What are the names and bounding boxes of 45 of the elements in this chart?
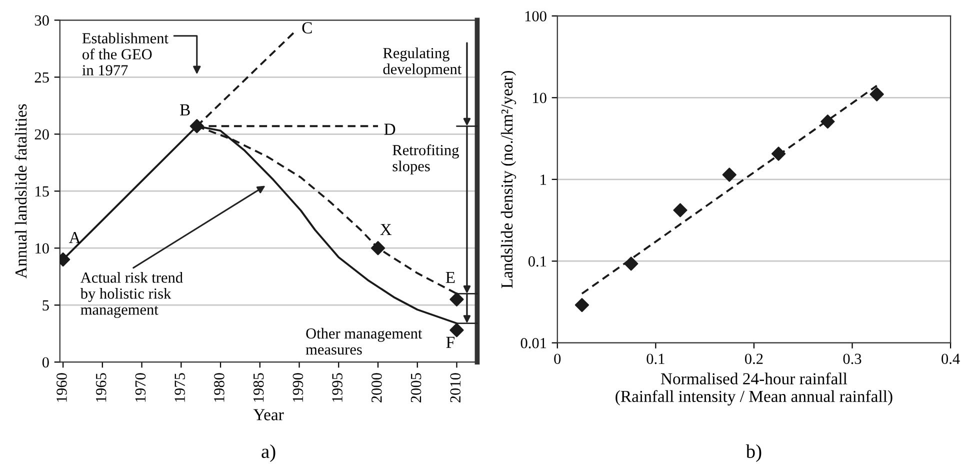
text: a)	[262, 444, 276, 462]
y-axis-title: Annual landslide fatalities	[14, 104, 27, 278]
x-tick-label: 1965	[96, 373, 106, 402]
x-tick-label: 1960	[56, 373, 67, 402]
x-tick-label: 1995	[332, 373, 342, 402]
y-tick-label: 25	[34, 72, 49, 83]
text: b)	[746, 444, 762, 462]
x-tick-label: 0.4	[942, 354, 960, 364]
y-tick-label: 100	[525, 11, 546, 22]
x-tick-label: 2010	[450, 373, 461, 402]
y-tick-label: 5	[42, 300, 49, 311]
annotation: B	[180, 104, 190, 116]
annotation: C	[302, 22, 312, 34]
x-tick-label: 1990	[292, 373, 304, 402]
annotation: D	[384, 124, 396, 135]
x-tick-label: 2005	[410, 373, 422, 402]
y-tick-label: 10	[533, 92, 546, 104]
x-tick-label: 1975	[174, 373, 185, 402]
annotation: Other management measures	[306, 328, 422, 355]
x-tick-label: 1980	[214, 373, 224, 402]
annotation: Establishment of the GEO in 1977	[82, 32, 168, 76]
y-tick-label: 0.01	[520, 338, 546, 348]
x-tick-label: 1985	[253, 373, 264, 402]
annotation: Regulating development	[383, 48, 462, 78]
annotation: Actual risk trend by holistic risk management	[80, 272, 183, 318]
x-tick-label: 1970	[135, 373, 146, 402]
x-axis-title: Year	[253, 409, 284, 420]
y-tick-label: 10	[36, 243, 49, 254]
annotation: Retrofiting slopes	[392, 144, 459, 174]
x-tick-label: 2000	[372, 373, 382, 402]
x-tick-label: 0.3	[843, 354, 862, 364]
x-tick-label: 0.1	[646, 354, 664, 364]
x-tick-label: 0.2	[744, 354, 763, 364]
x-axis-title: Normalised 24-hour rainfall (Rainfall intensity / Mean annual rainfall)	[616, 372, 892, 406]
y-tick-label: 0.1	[528, 256, 546, 267]
annotation: F	[446, 336, 454, 348]
annotation: X	[380, 224, 392, 236]
y-tick-label: 15	[36, 186, 49, 197]
annotation: E	[446, 272, 455, 283]
y-tick-label: 1	[540, 174, 546, 185]
y-axis-title: Landslide density (no./km²/year)	[500, 70, 516, 288]
y-tick-label: 30	[34, 15, 49, 26]
annotation: A	[69, 232, 81, 243]
y-tick-label: 20	[34, 129, 49, 140]
x-tick-label: 0	[554, 354, 561, 364]
